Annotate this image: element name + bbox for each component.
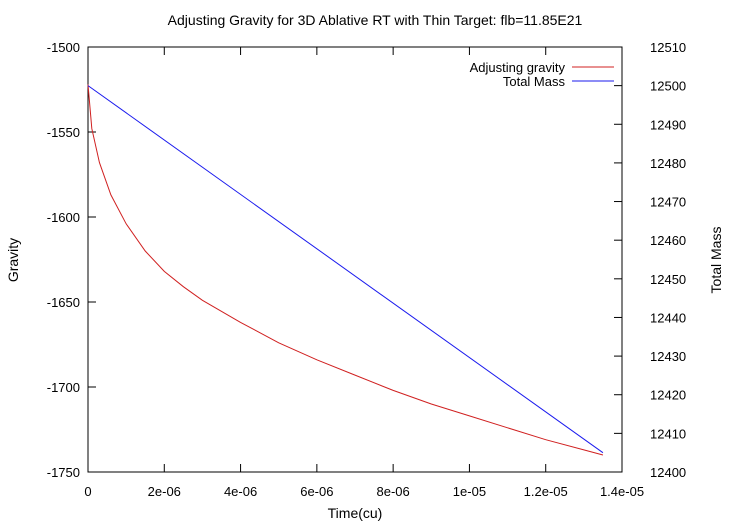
series-lines [87, 84, 604, 456]
y-axis-label: Gravity [5, 238, 21, 282]
y2-tick-label: 12510 [650, 40, 686, 55]
y2-tick-label: 12410 [650, 426, 686, 441]
y2-tick-label: 12500 [650, 79, 686, 94]
series-line-0 [87, 84, 604, 456]
y-axis-left: -1500 -1550 -1600 -1650 -1700 -1750 [47, 40, 96, 480]
x-tick-label: 4e-06 [224, 484, 257, 499]
y2-tick-label: 12460 [650, 233, 686, 248]
x-tick-label: 1e-05 [453, 484, 486, 499]
y2-tick-label: 12440 [650, 310, 686, 325]
y-tick-label: -1700 [47, 380, 80, 395]
x-axis-label: Time(cu) [328, 505, 383, 521]
y2-tick-label: 12420 [650, 388, 686, 403]
plot-frame [87, 46, 623, 473]
x-tick-label: 8e-06 [377, 484, 410, 499]
y2-tick-label: 12480 [650, 156, 686, 171]
y-tick-label: -1650 [47, 295, 80, 310]
legend-label: Total Mass [503, 74, 566, 89]
x-tick-label: 1.4e-05 [600, 484, 644, 499]
x-tick-label: 6e-06 [300, 484, 333, 499]
y-tick-label: -1500 [47, 40, 80, 55]
y2-tick-label: 12430 [650, 349, 686, 364]
y2-tick-label: 12470 [650, 195, 686, 210]
series-line-1 [87, 85, 604, 454]
x-tick-label: 2e-06 [148, 484, 181, 499]
x-tick-label: 0 [84, 484, 91, 499]
y2-tick-label: 12450 [650, 272, 686, 287]
y-tick-label: -1600 [47, 210, 80, 225]
y2-tick-label: 12490 [650, 117, 686, 132]
legend-label: Adjusting gravity [470, 60, 566, 75]
y-tick-label: -1550 [47, 125, 80, 140]
y2-axis-label: Total Mass [708, 227, 724, 294]
chart-title: Adjusting Gravity for 3D Ablative RT wit… [168, 12, 583, 28]
y-tick-label: -1750 [47, 465, 80, 480]
y-axis-right: 12510 12500 12490 12480 12470 12460 12450 12440… [614, 40, 686, 480]
y2-tick-label: 12400 [650, 465, 686, 480]
x-tick-label: 1.2e-05 [524, 484, 568, 499]
x-axis: 0 2e-06 4e-06 6e-06 8e-06 1e-05 1.2e-05 1.4e-05 [84, 47, 644, 499]
